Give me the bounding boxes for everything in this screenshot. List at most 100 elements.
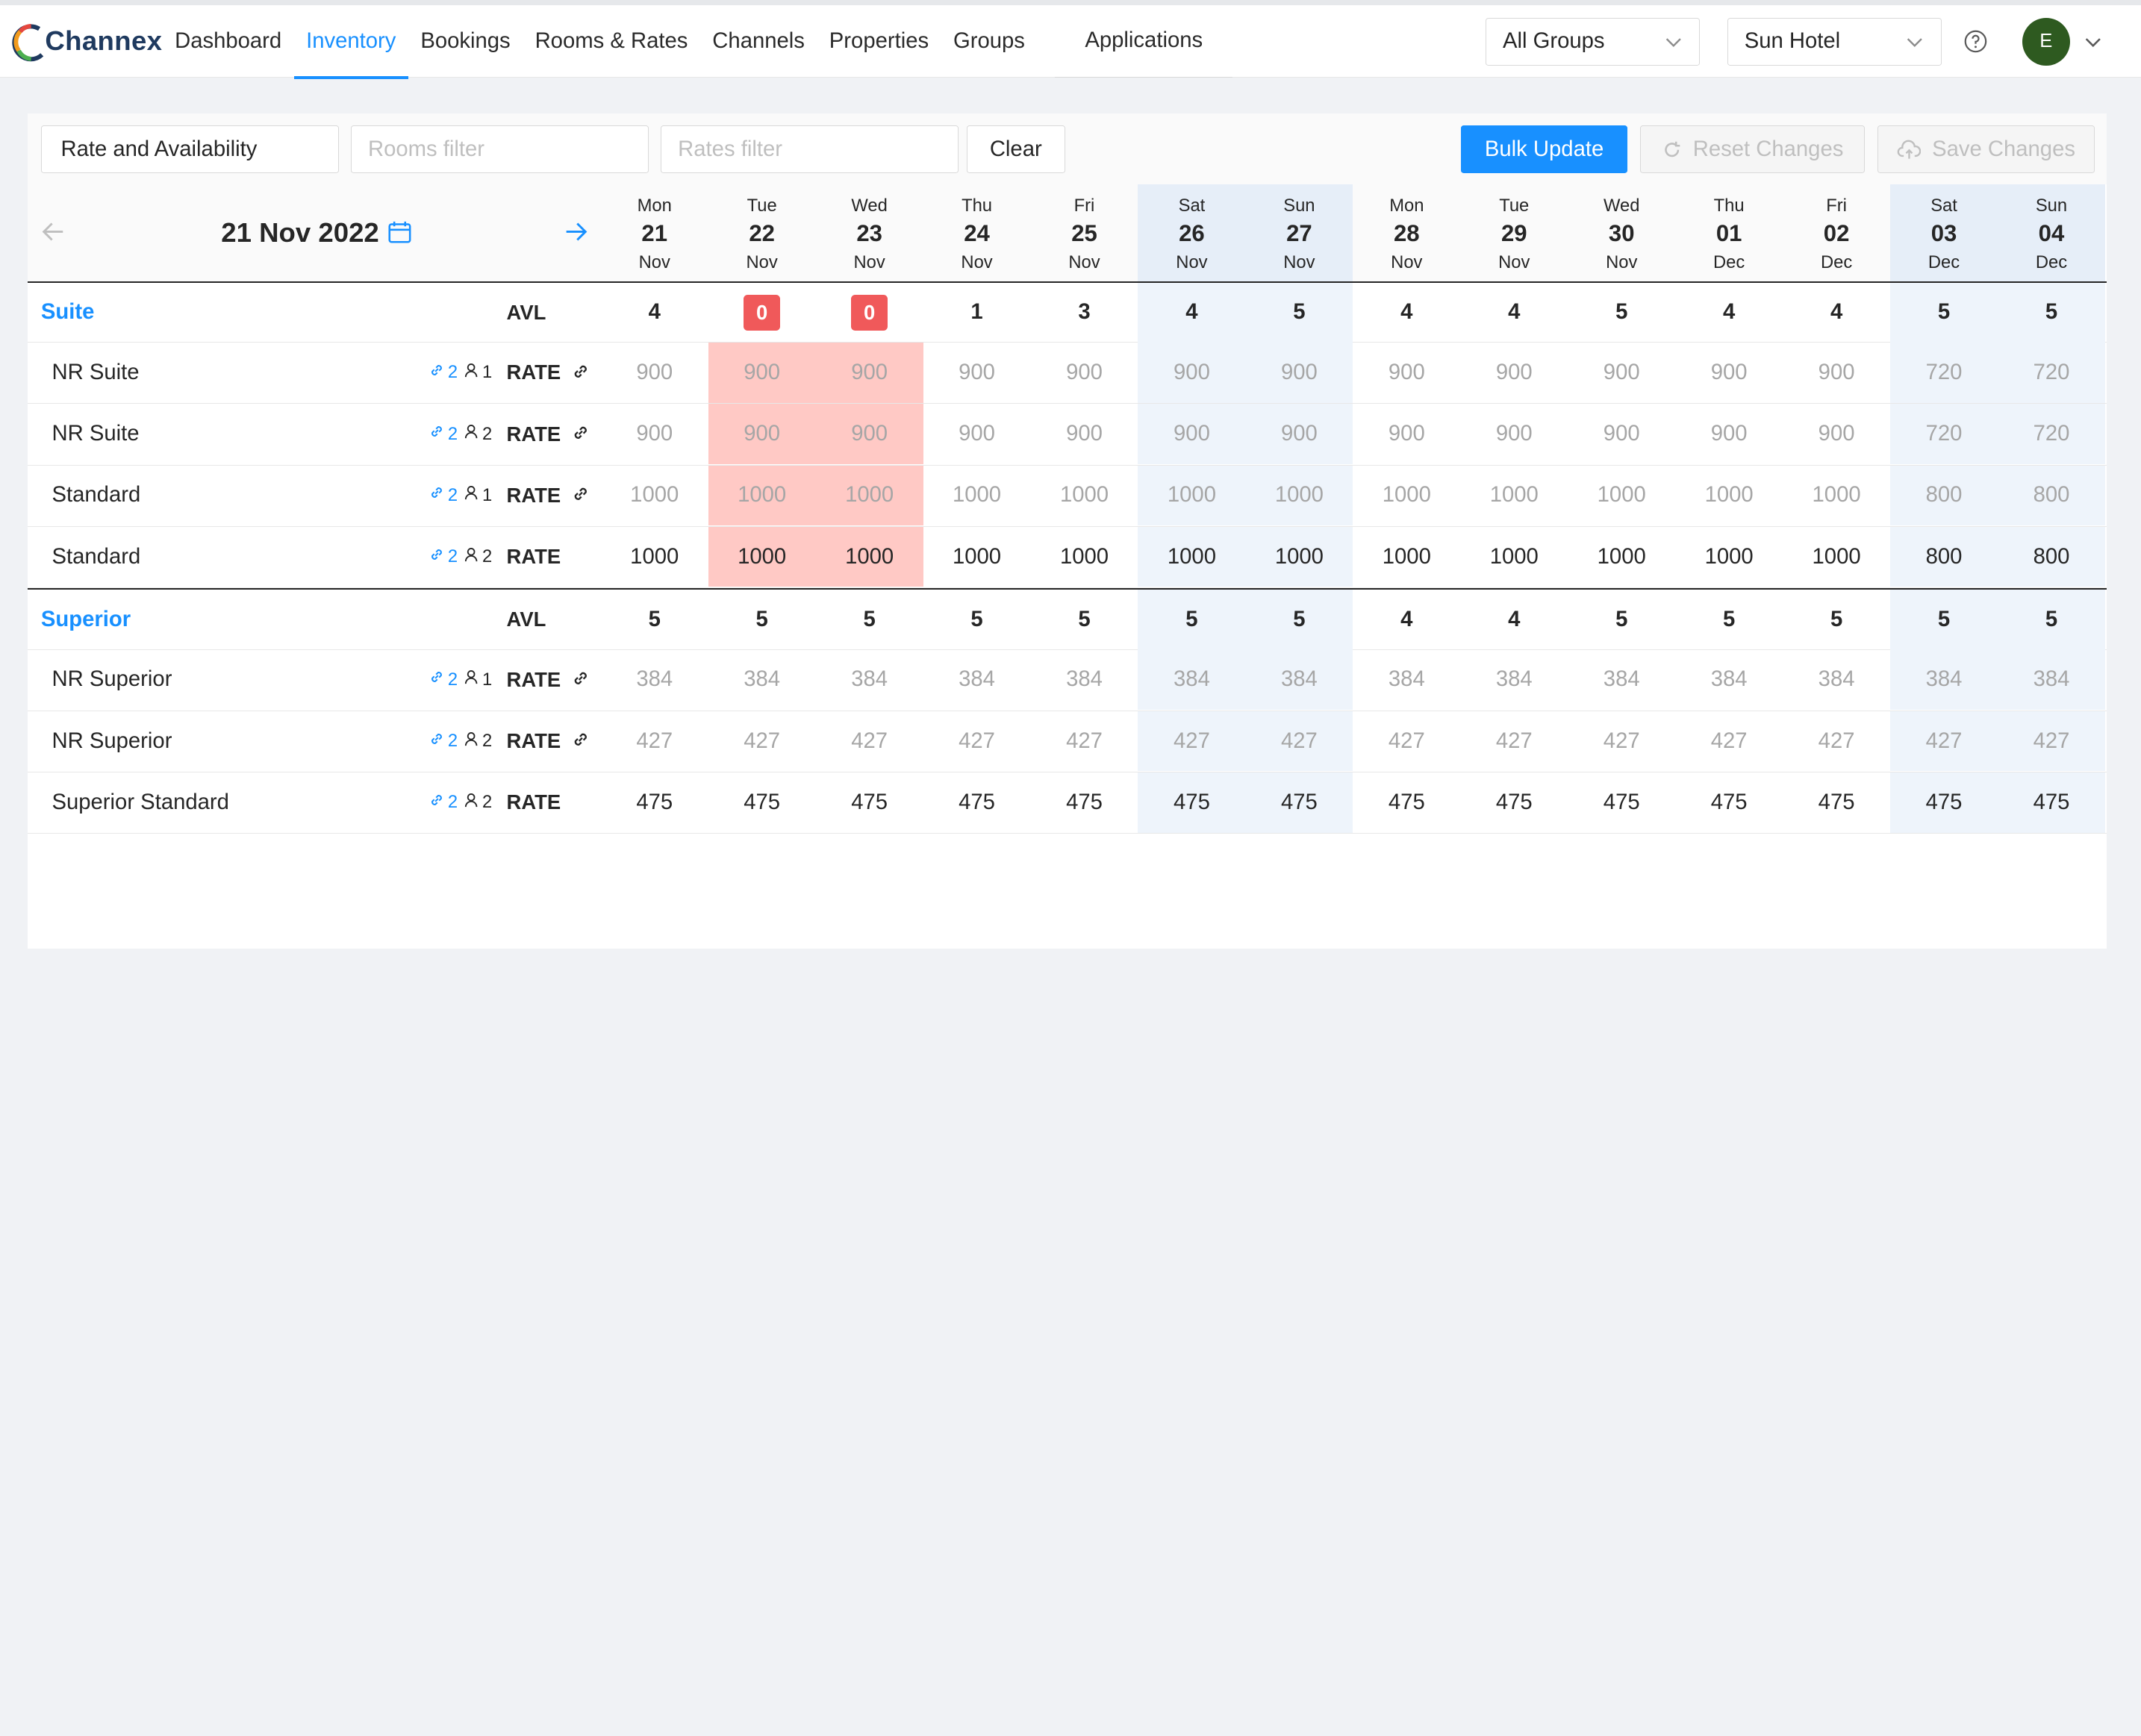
room-name[interactable]: Superior <box>40 607 131 631</box>
rate-cell[interactable]: 475 <box>636 790 673 814</box>
availability-cell[interactable]: 5 <box>1615 300 1628 325</box>
bulk-update-button[interactable]: Bulk Update <box>1461 125 1628 174</box>
rate-cell[interactable]: 900 <box>1818 360 1855 384</box>
availability-cell[interactable]: 5 <box>1138 590 1246 650</box>
rate-plan-name[interactable]: NR Superior <box>52 728 172 753</box>
availability-cell[interactable]: 5 <box>1830 607 1843 631</box>
availability-cell[interactable]: 1 <box>970 300 983 325</box>
rate-cell[interactable]: 475 <box>1245 772 1353 833</box>
rate-cell[interactable]: 384 <box>1495 667 1533 692</box>
rate-cell[interactable]: 900 <box>1710 422 1748 446</box>
rate-cell[interactable]: 427 <box>1495 728 1533 753</box>
rate-cell[interactable]: 900 <box>1710 360 1748 384</box>
rate-cell[interactable]: 900 <box>959 422 995 446</box>
day-header[interactable]: Mon 28 Nov <box>1353 184 1461 281</box>
rate-cell[interactable]: 1000 <box>1597 544 1646 569</box>
linked-channels[interactable]: 2 <box>428 731 458 752</box>
rate-cell[interactable]: 800 <box>1890 465 1998 526</box>
rate-cell[interactable]: 900 <box>1818 422 1855 446</box>
rate-cell[interactable]: 475 <box>1066 790 1103 814</box>
rate-cell[interactable]: 384 <box>1138 649 1246 710</box>
rate-cell[interactable]: 900 <box>1245 404 1353 464</box>
rate-cell[interactable]: 475 <box>1818 790 1855 814</box>
rate-cell[interactable]: 900 <box>1495 360 1533 384</box>
rate-cell[interactable]: 427 <box>851 728 888 753</box>
rate-cell[interactable]: 900 <box>1603 422 1640 446</box>
nav-applications[interactable]: Applications <box>1055 5 1233 78</box>
room-name[interactable]: Suite <box>40 300 95 325</box>
day-header[interactable]: Wed 23 Nov <box>815 184 923 281</box>
rate-cell[interactable]: 900 <box>708 404 816 464</box>
rate-cell[interactable]: 720 <box>1890 343 1998 403</box>
rate-cell[interactable]: 720 <box>1890 404 1998 464</box>
rate-plan-name[interactable]: NR Superior <box>52 667 172 692</box>
availability-cell[interactable]: 4 <box>1723 300 1736 325</box>
rate-cell[interactable]: 427 <box>1818 728 1855 753</box>
availability-cell[interactable]: 5 <box>970 607 983 631</box>
day-header[interactable]: Thu 24 Nov <box>923 184 1031 281</box>
group-select[interactable]: All Groups <box>1486 17 1701 66</box>
rate-cell[interactable]: 1000 <box>1059 544 1109 569</box>
availability-cell[interactable]: 5 <box>1998 590 2105 650</box>
clear-button[interactable]: Clear <box>966 125 1065 174</box>
availability-cell[interactable]: 4 <box>1400 300 1413 325</box>
availability-cell[interactable]: 4 <box>1138 282 1246 343</box>
day-header[interactable]: Fri 25 Nov <box>1030 184 1138 281</box>
availability-cell[interactable]: 4 <box>1830 300 1843 325</box>
rate-cell[interactable]: 900 <box>1138 343 1246 403</box>
rate-cell[interactable]: 427 <box>1066 728 1103 753</box>
rate-cell[interactable]: 427 <box>1710 728 1748 753</box>
day-header[interactable]: Wed 30 Nov <box>1568 184 1676 281</box>
nav-channels[interactable]: Channels <box>712 28 805 53</box>
availability-cell[interactable]: 5 <box>1723 607 1736 631</box>
rate-plan-name[interactable]: NR Suite <box>52 360 140 384</box>
view-mode-select[interactable]: Rate and Availability <box>40 125 339 174</box>
rate-cell[interactable]: 1000 <box>1138 465 1246 526</box>
day-header[interactable]: Sat 26 Nov <box>1138 184 1246 281</box>
availability-cell[interactable]: 4 <box>1400 607 1413 631</box>
rate-cell[interactable]: 1000 <box>953 483 1002 508</box>
reset-changes-button[interactable]: Reset Changes <box>1639 125 1866 174</box>
rate-cell[interactable]: 1000 <box>1489 544 1539 569</box>
rate-cell[interactable]: 1000 <box>1812 483 1861 508</box>
rate-cell[interactable]: 1000 <box>815 465 923 526</box>
rate-cell[interactable]: 427 <box>1890 711 1998 772</box>
brand-logo[interactable]: Channex <box>12 18 162 64</box>
rate-cell[interactable]: 1000 <box>1489 483 1539 508</box>
nav-rooms-rates[interactable]: Rooms & Rates <box>535 28 688 53</box>
rate-cell[interactable]: 427 <box>1388 728 1425 753</box>
rate-cell[interactable]: 900 <box>708 343 816 403</box>
rate-cell[interactable]: 900 <box>1066 422 1103 446</box>
rate-cell[interactable]: 1000 <box>1597 483 1646 508</box>
rate-cell[interactable]: 720 <box>1998 343 2105 403</box>
save-changes-button[interactable]: Save Changes <box>1877 125 2095 174</box>
linked-channels[interactable]: 2 <box>428 546 458 568</box>
derived-link-icon[interactable] <box>571 484 590 504</box>
rate-cell[interactable]: 1000 <box>1382 544 1431 569</box>
availability-cell[interactable]: 5 <box>648 607 661 631</box>
day-header[interactable]: Tue 29 Nov <box>1460 184 1568 281</box>
rate-plan-name[interactable]: Standard <box>52 544 141 569</box>
rate-cell[interactable]: 475 <box>1138 772 1246 833</box>
rate-cell[interactable]: 384 <box>1603 667 1640 692</box>
rate-cell[interactable]: 900 <box>1388 360 1425 384</box>
rates-filter-input[interactable] <box>661 125 959 174</box>
availability-cell[interactable]: 5 <box>1078 607 1091 631</box>
rate-cell[interactable]: 1000 <box>1704 544 1754 569</box>
availability-cell[interactable]: 0 <box>816 283 923 343</box>
rate-cell[interactable]: 1000 <box>708 465 816 526</box>
availability-cell[interactable]: 5 <box>1245 282 1353 343</box>
rate-cell[interactable]: 1000 <box>1704 483 1754 508</box>
day-header[interactable]: Sun 04 Dec <box>1998 184 2105 281</box>
rate-cell[interactable]: 427 <box>1245 711 1353 772</box>
property-select[interactable]: Sun Hotel <box>1727 17 1942 66</box>
rate-cell[interactable]: 720 <box>1998 404 2105 464</box>
rate-cell[interactable]: 900 <box>1066 360 1103 384</box>
rate-cell[interactable]: 1000 <box>1245 526 1353 587</box>
rate-cell[interactable]: 475 <box>1603 790 1640 814</box>
rate-cell[interactable]: 900 <box>1245 343 1353 403</box>
availability-cell[interactable]: 4 <box>648 300 661 325</box>
rate-cell[interactable]: 427 <box>959 728 995 753</box>
rate-cell[interactable]: 1000 <box>1382 483 1431 508</box>
day-header[interactable]: Mon 21 Nov <box>600 184 708 281</box>
